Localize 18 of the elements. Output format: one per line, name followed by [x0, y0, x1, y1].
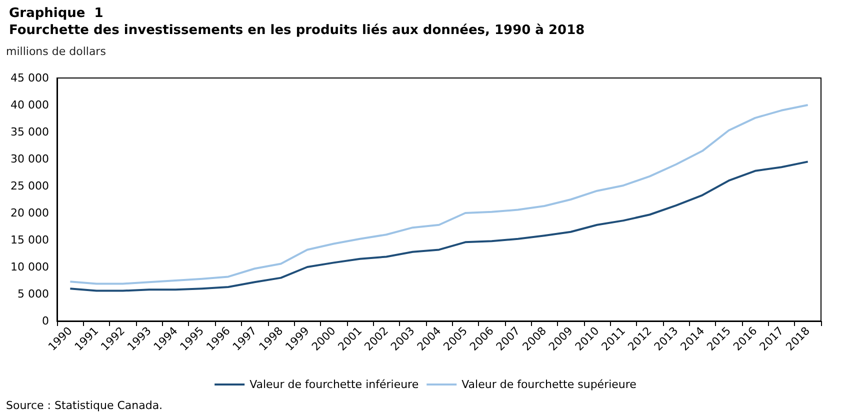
- y-tick-label: 45 000: [10, 72, 49, 84]
- y-tick-label: 25 000: [10, 180, 49, 192]
- line-series: [69, 104, 809, 285]
- chart-subtitle: Fourchette des investissements en les produits liés aux données, 1990 à 2018: [9, 23, 585, 38]
- y-tick-label: 30 000: [10, 152, 49, 166]
- line-series: [69, 160, 809, 292]
- y-tick-label: 10 000: [10, 260, 49, 274]
- source-note: Source : Statistique Canada.: [6, 399, 163, 412]
- y-tick-label: 35 000: [10, 126, 49, 138]
- y-axis-title: millions de dollars: [6, 45, 106, 58]
- legend-label: Valeur de fourchette inférieure: [250, 378, 419, 391]
- y-tick-label: 0: [42, 314, 49, 328]
- y-tick-label: 20 000: [10, 206, 49, 220]
- y-tick-label: 5 000: [18, 288, 49, 300]
- chart-title: Graphique 1: [9, 6, 104, 21]
- y-tick-label: 15 000: [10, 234, 49, 246]
- legend-label: Valeur de fourchette supérieure: [462, 378, 637, 391]
- y-tick-label: 40 000: [10, 98, 49, 112]
